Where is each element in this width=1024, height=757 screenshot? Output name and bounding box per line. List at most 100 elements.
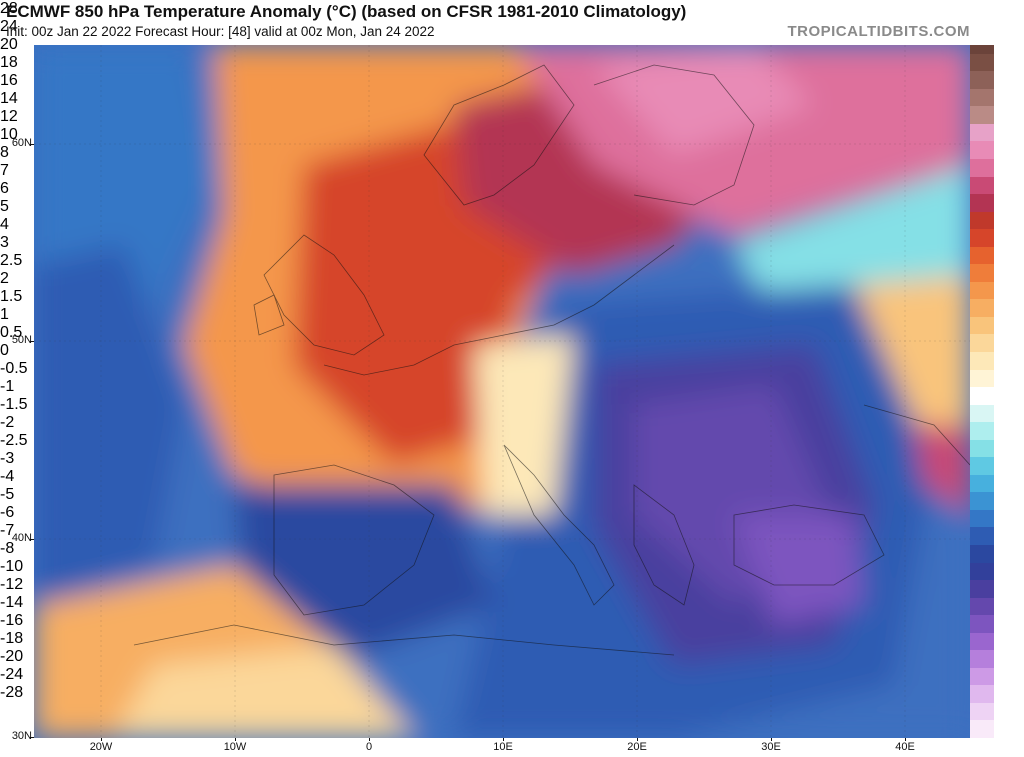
lat-tick: [30, 341, 34, 342]
legend-swatch: [970, 369, 994, 388]
lon-label: 20E: [627, 741, 647, 753]
anomaly-map: [34, 45, 970, 738]
lon-label: 20W: [89, 741, 113, 753]
legend-label: -18: [0, 630, 24, 647]
legend-swatch: [970, 702, 994, 721]
legend-label: 2: [0, 270, 9, 287]
legend-label: 1: [0, 306, 9, 323]
legend-label: 14: [0, 90, 18, 107]
legend-swatch: [970, 422, 994, 441]
lon-tick: [503, 738, 504, 741]
legend-label: -12: [0, 576, 24, 593]
legend-swatch: [970, 545, 994, 564]
legend-swatch: [970, 720, 994, 739]
lon-tick: [771, 738, 772, 741]
legend-swatch: [970, 685, 994, 704]
legend-swatch: [970, 509, 994, 528]
lon-tick: [369, 738, 370, 741]
legend-label: 28: [0, 0, 18, 17]
legend-label: 10: [0, 126, 18, 143]
legend-label: 12: [0, 108, 18, 125]
legend-cap: [970, 45, 994, 54]
legend-swatch: [970, 404, 994, 423]
legend-label: -5: [0, 486, 15, 503]
legend-label: 18: [0, 54, 18, 71]
legend-swatch: [970, 71, 994, 90]
legend-swatch: [970, 334, 994, 353]
legend-swatch: [970, 457, 994, 476]
lon-label: 40E: [895, 741, 915, 753]
lon-label: 30E: [761, 741, 781, 753]
map-title: ECMWF 850 hPa Temperature Anomaly (°C) (…: [6, 2, 687, 21]
lat-label: 60N: [11, 137, 32, 149]
legend-swatch: [970, 527, 994, 546]
legend-label: -3: [0, 450, 15, 467]
legend-swatch: [970, 667, 994, 686]
legend-swatch: [970, 650, 994, 669]
legend-swatch: [970, 159, 994, 178]
legend-swatch: [970, 632, 994, 651]
legend-swatch: [970, 615, 994, 634]
lat-label: 40N: [11, 532, 32, 544]
lon-tick: [235, 738, 236, 741]
legend-swatch: [970, 264, 994, 283]
legend-swatch: [970, 141, 994, 160]
legend-swatch: [970, 597, 994, 616]
lon-tick: [101, 738, 102, 741]
lat-label: 30N: [11, 730, 32, 742]
legend-swatch: [970, 88, 994, 107]
legend-swatch: [970, 53, 994, 72]
legend-label: -2.5: [0, 432, 28, 449]
legend-label: 7: [0, 162, 9, 179]
legend-label: 8: [0, 144, 9, 161]
legend-label: 3: [0, 234, 9, 251]
legend-label: 20: [0, 36, 18, 53]
legend-label: -1: [0, 378, 15, 395]
legend-swatch: [970, 176, 994, 195]
lon-label: 10E: [493, 741, 513, 753]
legend-label: 2.5: [0, 252, 23, 269]
lon-label: 0: [365, 741, 373, 753]
legend-swatch: [970, 492, 994, 511]
legend-swatch: [970, 106, 994, 125]
legend-label: -20: [0, 648, 24, 665]
legend-swatch: [970, 194, 994, 213]
anomaly-field: [34, 45, 970, 738]
lat-tick: [30, 737, 34, 738]
legend-label: 6: [0, 180, 9, 197]
legend-label: -1.5: [0, 396, 28, 413]
legend-label: -8: [0, 540, 15, 557]
legend-label: 24: [0, 18, 18, 35]
legend-swatch: [970, 299, 994, 318]
lon-tick: [905, 738, 906, 741]
legend-label: -24: [0, 666, 24, 683]
legend-label: -0.5: [0, 360, 28, 377]
legend-swatch: [970, 474, 994, 493]
legend-swatch: [970, 229, 994, 248]
legend-swatch: [970, 439, 994, 458]
lon-tick: [637, 738, 638, 741]
credit-watermark: TROPICALTIDBITS.COM: [787, 23, 970, 40]
legend-label: -14: [0, 594, 24, 611]
legend-swatch: [970, 352, 994, 371]
legend-swatch: [970, 387, 994, 406]
legend-label: -6: [0, 504, 15, 521]
lat-label: 50N: [11, 334, 32, 346]
legend-swatch: [970, 123, 994, 142]
legend-swatch: [970, 580, 994, 599]
color-legend: [970, 45, 994, 739]
lat-tick: [30, 539, 34, 540]
legend-labels: 28 24 20 18 16 14 12 10 8 7 6 5 4 3 2.5 2 1.5 1 0.5 0 -0.5 -1…: [0, 0, 28, 701]
legend-label: -28: [0, 684, 24, 701]
lon-label: 10W: [223, 741, 247, 753]
legend-swatch: [970, 281, 994, 300]
legend-label: 16: [0, 72, 18, 89]
legend-label: 5: [0, 198, 9, 215]
legend-label: 0: [0, 342, 9, 359]
legend-label: -10: [0, 558, 24, 575]
legend-swatch: [970, 211, 994, 230]
lat-tick: [30, 144, 34, 145]
legend-label: -2: [0, 414, 15, 431]
legend-label: 0.5: [0, 324, 23, 341]
legend-label: 1.5: [0, 288, 23, 305]
